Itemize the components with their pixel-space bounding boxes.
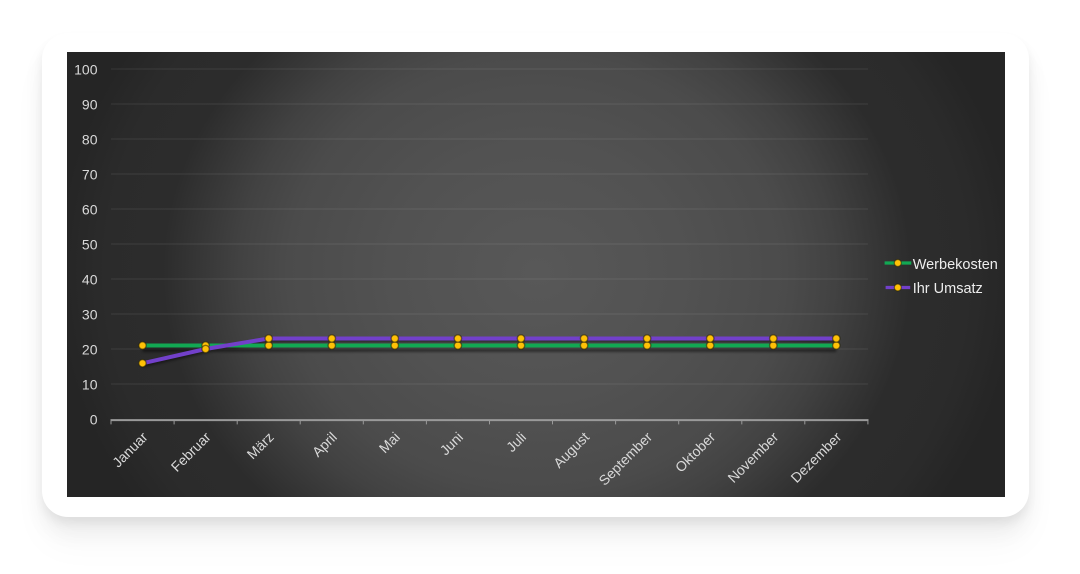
svg-text:10: 10 (82, 376, 98, 392)
svg-text:70: 70 (82, 166, 98, 182)
svg-text:100: 100 (74, 61, 98, 77)
svg-text:80: 80 (82, 131, 98, 147)
svg-text:Ihr Umsatz: Ihr Umsatz (913, 281, 983, 297)
svg-text:60: 60 (82, 201, 98, 217)
svg-text:50: 50 (82, 236, 98, 252)
svg-text:Werbekosten: Werbekosten (913, 257, 998, 273)
svg-text:30: 30 (82, 306, 98, 322)
svg-text:90: 90 (82, 96, 98, 112)
svg-text:40: 40 (82, 271, 98, 287)
svg-text:0: 0 (90, 411, 98, 427)
svg-text:20: 20 (82, 341, 98, 357)
